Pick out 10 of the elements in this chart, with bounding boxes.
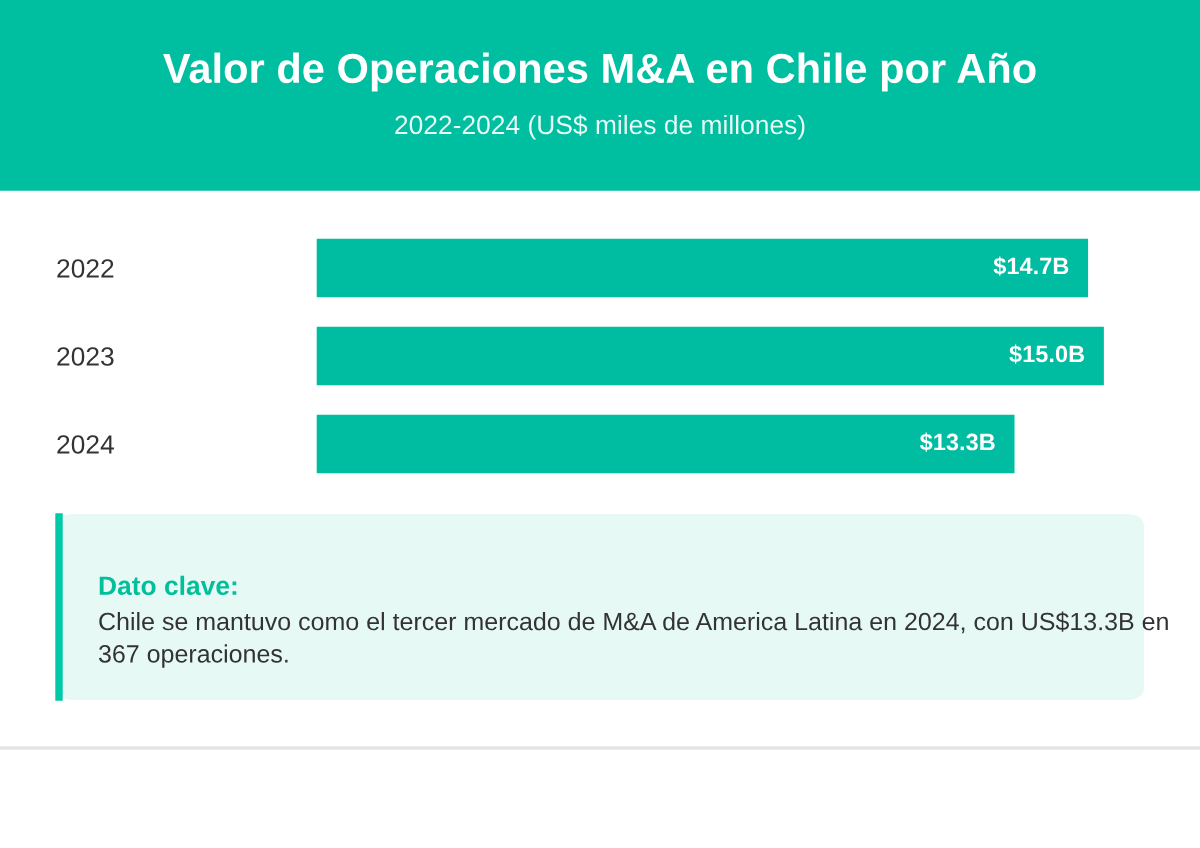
text: Chile se mantuvo como el tercer mercado de M&A de America Latina en 2024, con US$13.3B en 367 operaciones. <box>98 611 1168 668</box>
data-label: $14.7B <box>993 256 1069 276</box>
y-tick-label: 2022 <box>57 259 114 278</box>
data-label: $13.3B <box>919 432 995 452</box>
y-tick-label: 2024 <box>57 435 114 454</box>
text: Dato clave: <box>99 575 237 596</box>
data-label: $15.0B <box>1009 344 1085 364</box>
chart-title: Valor de Operaciones M&A en Chile por Año <box>163 52 1036 92</box>
chart-subtitle: 2022-2024 (US$ miles de millones) <box>395 114 805 140</box>
y-tick-label: 2023 <box>57 347 114 366</box>
